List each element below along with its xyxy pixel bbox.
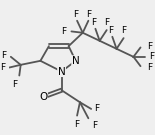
- Text: F: F: [149, 52, 154, 61]
- Text: O: O: [39, 92, 47, 102]
- Text: F: F: [108, 26, 113, 35]
- Text: F: F: [75, 120, 80, 129]
- Text: F: F: [86, 10, 91, 19]
- Text: F: F: [93, 121, 98, 130]
- Text: F: F: [91, 18, 97, 27]
- Text: F: F: [2, 51, 7, 60]
- Text: N: N: [58, 67, 65, 77]
- Text: F: F: [61, 27, 66, 36]
- Text: F: F: [73, 10, 78, 19]
- Text: F: F: [148, 63, 153, 72]
- Text: F: F: [0, 63, 5, 72]
- Text: N: N: [72, 56, 80, 66]
- Text: F: F: [121, 26, 126, 35]
- Text: F: F: [13, 80, 18, 89]
- Text: F: F: [94, 104, 99, 113]
- Text: F: F: [104, 18, 109, 27]
- Text: F: F: [148, 42, 153, 51]
